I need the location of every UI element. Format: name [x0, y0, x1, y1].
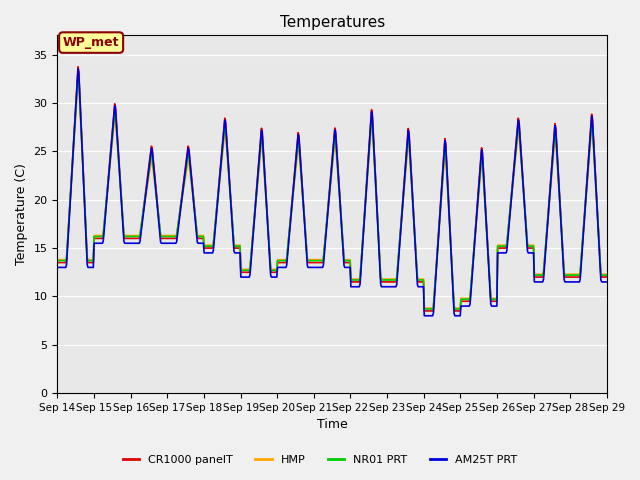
Line: AM25T PRT: AM25T PRT — [58, 69, 607, 316]
Line: HMP: HMP — [58, 81, 607, 308]
CR1000 panelT — [74, 64, 82, 70]
AM25T PRT — [416, 284, 424, 289]
HMP — [177, 207, 184, 213]
CR1000 panelT — [400, 186, 408, 192]
NR01 PRT — [54, 258, 61, 264]
Legend: CR1000 panelT, HMP, NR01 PRT, AM25T PRT: CR1000 panelT, HMP, NR01 PRT, AM25T PRT — [118, 451, 522, 469]
Line: CR1000 panelT: CR1000 panelT — [58, 67, 607, 311]
AM25T PRT — [121, 240, 129, 246]
NR01 PRT — [63, 242, 71, 248]
AM25T PRT — [177, 208, 184, 214]
AM25T PRT — [603, 279, 611, 285]
AM25T PRT — [54, 264, 61, 270]
AM25T PRT — [74, 66, 82, 72]
NR01 PRT — [74, 72, 82, 77]
NR01 PRT — [205, 243, 213, 249]
HMP — [63, 242, 71, 248]
NR01 PRT — [420, 306, 428, 312]
Title: Temperatures: Temperatures — [280, 15, 385, 30]
HMP — [121, 233, 129, 239]
HMP — [603, 271, 611, 277]
HMP — [420, 305, 428, 311]
CR1000 panelT — [603, 274, 611, 280]
CR1000 panelT — [54, 260, 61, 265]
CR1000 panelT — [177, 204, 184, 210]
HMP — [400, 193, 408, 199]
NR01 PRT — [121, 234, 129, 240]
AM25T PRT — [400, 189, 408, 195]
CR1000 panelT — [420, 308, 428, 314]
HMP — [54, 257, 61, 263]
NR01 PRT — [603, 272, 611, 278]
CR1000 panelT — [63, 244, 71, 250]
AM25T PRT — [420, 313, 428, 319]
Text: WP_met: WP_met — [63, 36, 120, 49]
HMP — [205, 242, 213, 248]
Y-axis label: Temperature (C): Temperature (C) — [15, 163, 28, 265]
CR1000 panelT — [205, 245, 213, 251]
NR01 PRT — [400, 190, 408, 195]
CR1000 panelT — [121, 236, 129, 241]
AM25T PRT — [205, 250, 213, 256]
AM25T PRT — [63, 248, 71, 254]
X-axis label: Time: Time — [317, 419, 348, 432]
Line: NR01 PRT: NR01 PRT — [58, 74, 607, 309]
HMP — [74, 78, 82, 84]
NR01 PRT — [177, 205, 184, 211]
CR1000 panelT — [416, 279, 424, 285]
NR01 PRT — [416, 277, 424, 283]
HMP — [416, 276, 424, 282]
